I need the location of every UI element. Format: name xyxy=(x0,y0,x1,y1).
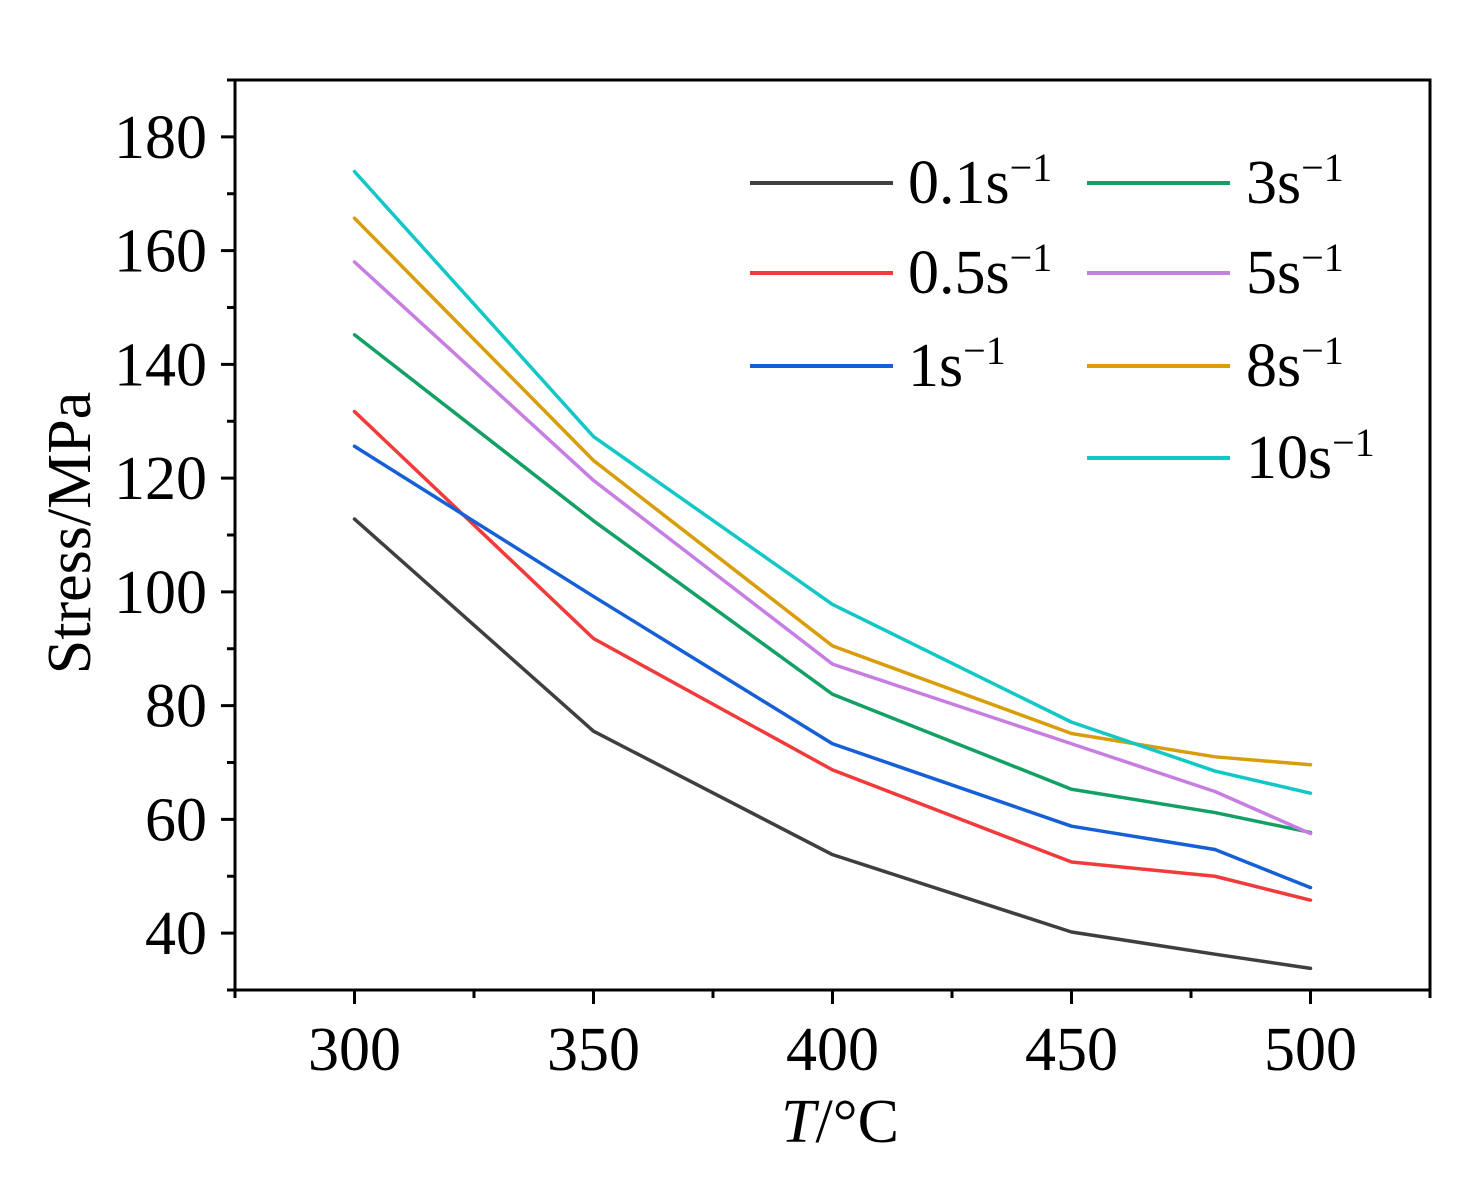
legend-label: 5s−1 xyxy=(1246,235,1344,307)
y-tick-label: 120 xyxy=(114,445,207,513)
legend-label: 3s−1 xyxy=(1246,145,1344,217)
x-tick-label: 350 xyxy=(547,1016,640,1084)
legend-label: 10s−1 xyxy=(1246,420,1375,492)
x-axis-title: T/°C xyxy=(781,1088,899,1156)
legend-item: 3s−1 xyxy=(1087,145,1344,217)
legend-label: 1s−1 xyxy=(908,328,1006,400)
series-layer xyxy=(352,169,1313,971)
y-tick-label: 60 xyxy=(145,786,207,854)
legend-item: 8s−1 xyxy=(1087,328,1344,400)
legend-rate: 10 xyxy=(1246,424,1308,492)
legend-unit: s xyxy=(1308,424,1332,492)
x-axis: 300 350 400 450 500 xyxy=(233,990,1432,1084)
legend-item: 0.1s−1 xyxy=(750,145,1052,217)
y-tick-label: 160 xyxy=(114,218,207,286)
legend-label: 0.5s−1 xyxy=(908,235,1052,307)
x-tick-label: 450 xyxy=(1025,1016,1118,1084)
legend-rate: 0.5 xyxy=(908,239,986,307)
y-tick-label: 180 xyxy=(114,104,207,172)
legend-unit: s xyxy=(986,149,1010,217)
legend-rate: 8 xyxy=(1246,332,1277,400)
y-tick-label: 40 xyxy=(145,900,207,968)
series-line-0_5 xyxy=(352,409,1313,902)
legend-exponent: −1 xyxy=(1301,235,1344,280)
legend-exponent: −1 xyxy=(963,328,1006,373)
legend-label: 8s−1 xyxy=(1246,328,1344,400)
legend-unit: s xyxy=(986,239,1010,307)
y-tick-label: 100 xyxy=(114,559,207,627)
series-line-3 xyxy=(352,333,1313,835)
legend-rate: 0.1 xyxy=(908,149,986,217)
legend-item: 5s−1 xyxy=(1087,235,1344,307)
y-tick-label: 80 xyxy=(145,673,207,741)
series-line-1 xyxy=(352,444,1313,890)
legend-exponent: −1 xyxy=(1301,328,1344,373)
legend-unit: s xyxy=(939,332,963,400)
legend-exponent: −1 xyxy=(1301,145,1344,190)
y-axis: 40 60 80 100 120 140 160 180 xyxy=(114,78,235,992)
legend-unit: s xyxy=(1277,149,1301,217)
x-tick-label: 300 xyxy=(308,1016,401,1084)
legend-item: 1s−1 xyxy=(750,328,1006,400)
legend-item: 10s−1 xyxy=(1087,420,1375,492)
series-line-10 xyxy=(352,169,1313,795)
legend-label: 0.1s−1 xyxy=(908,145,1052,217)
legend-item: 0.5s−1 xyxy=(750,235,1052,307)
series-line-5 xyxy=(352,260,1313,836)
legend-exponent: −1 xyxy=(1010,145,1053,190)
y-tick-label: 140 xyxy=(114,331,207,399)
legend-exponent: −1 xyxy=(1332,420,1375,465)
legend-exponent: −1 xyxy=(1010,235,1053,280)
legend-rate: 3 xyxy=(1246,149,1277,217)
legend-unit: s xyxy=(1277,332,1301,400)
x-tick-label: 400 xyxy=(786,1016,879,1084)
legend-unit: s xyxy=(1277,239,1301,307)
series-line-8 xyxy=(352,216,1313,767)
legend-rate: 5 xyxy=(1246,239,1277,307)
legend-rate: 1 xyxy=(908,332,939,400)
y-axis-title: Stress/MPa xyxy=(36,392,104,674)
series-line-0_1 xyxy=(352,517,1313,971)
x-tick-label: 500 xyxy=(1264,1016,1357,1084)
